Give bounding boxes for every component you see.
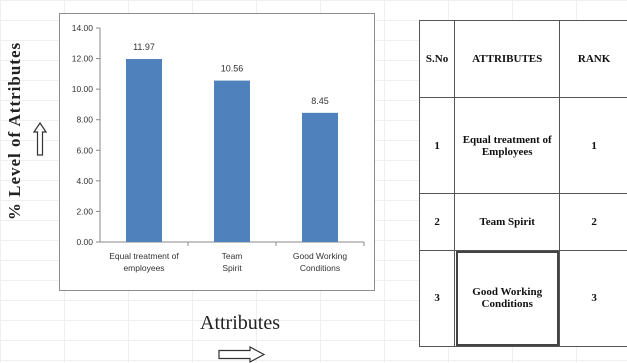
cell-sno: 2	[418, 193, 456, 251]
x-tick-label: Team Spirit	[222, 251, 243, 273]
chart-area: 0.00 2.00 4.00 6.00 8.00 10.00 12.00 14.00 11.97…	[59, 13, 375, 291]
bar	[214, 80, 250, 242]
y-tick-label: 12.00	[72, 54, 94, 64]
table-row: 2 Team Spirit 2	[418, 193, 627, 251]
table-header-row: S.No ATTRIBUTES RANK	[418, 20, 627, 98]
cell-attribute: Equal treatment of Employees	[454, 96, 561, 195]
y-tick-label: 14.00	[72, 23, 94, 33]
header-attributes: ATTRIBUTES	[454, 20, 561, 98]
up-arrow-icon	[33, 122, 47, 156]
x-tick-label: Equal treatment of employees	[109, 251, 179, 273]
header-sno: S.No	[418, 20, 456, 98]
cell-rank: 1	[559, 96, 627, 195]
cell-attribute[interactable]: Good Working Conditions	[454, 249, 561, 348]
y-axis-title: % Level of Attributes	[5, 41, 24, 221]
y-tick-label: 2.00	[76, 206, 93, 216]
data-label: 8.45	[311, 96, 329, 106]
cell-rank: 3	[559, 249, 627, 348]
right-arrow-icon	[218, 346, 266, 363]
y-tick-label: 10.00	[72, 84, 94, 94]
table-row: 3 Good Working Conditions 3	[418, 249, 627, 348]
cell-rank: 2	[559, 193, 627, 251]
cell-sno: 3	[418, 249, 456, 348]
data-label: 10.56	[221, 64, 244, 74]
y-tick-label: 8.00	[76, 115, 93, 125]
bar	[302, 112, 338, 242]
data-label: 11.97	[133, 42, 155, 52]
cell-attribute: Team Spirit	[454, 193, 561, 251]
bar-chart: 0.00 2.00 4.00 6.00 8.00 10.00 12.00 14.00 11.97…	[72, 23, 365, 273]
y-tick-label: 0.00	[76, 237, 93, 247]
x-axis-title: Attributes	[200, 312, 280, 334]
y-tick-label: 4.00	[76, 176, 93, 186]
cell-sno: 1	[418, 96, 456, 195]
y-tick-label: 6.00	[76, 145, 93, 155]
header-rank: RANK	[559, 20, 627, 98]
x-tick-label: Good Working Conditions	[293, 251, 347, 273]
rank-table: S.No ATTRIBUTES RANK 1 Equal treatment o…	[418, 20, 627, 348]
table-row: 1 Equal treatment of Employees 1	[418, 96, 627, 195]
bar	[126, 59, 162, 242]
